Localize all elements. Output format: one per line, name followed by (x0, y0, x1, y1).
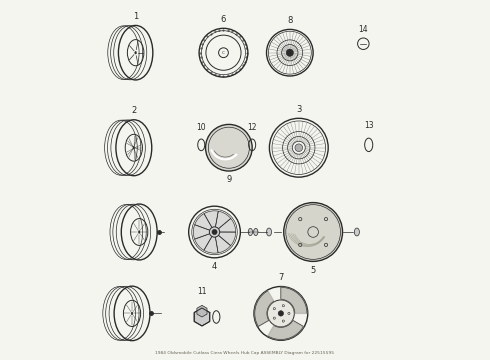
Circle shape (206, 35, 241, 70)
Text: 9: 9 (226, 175, 231, 184)
Ellipse shape (131, 312, 133, 315)
Ellipse shape (354, 228, 359, 236)
Text: 12: 12 (247, 123, 257, 132)
Ellipse shape (254, 228, 258, 235)
Polygon shape (215, 219, 236, 232)
Text: 6: 6 (221, 15, 226, 24)
Text: 5: 5 (311, 266, 316, 275)
Polygon shape (215, 232, 236, 246)
Ellipse shape (267, 228, 271, 236)
Text: 11: 11 (197, 287, 207, 296)
Ellipse shape (138, 231, 140, 233)
Text: 4: 4 (212, 262, 217, 271)
Circle shape (268, 300, 294, 327)
Ellipse shape (135, 51, 137, 54)
Text: 3: 3 (296, 105, 301, 114)
Polygon shape (204, 211, 218, 232)
Ellipse shape (133, 146, 135, 149)
Polygon shape (194, 308, 210, 326)
Polygon shape (255, 291, 274, 327)
Circle shape (284, 203, 343, 261)
Text: 10: 10 (196, 123, 206, 132)
Polygon shape (204, 232, 218, 253)
Text: 8: 8 (287, 16, 293, 25)
Text: 7: 7 (278, 273, 284, 282)
Circle shape (295, 144, 303, 152)
Circle shape (209, 227, 220, 237)
Circle shape (286, 49, 294, 57)
Polygon shape (197, 305, 207, 317)
Circle shape (205, 125, 252, 171)
Polygon shape (268, 320, 303, 339)
Circle shape (278, 311, 284, 316)
Text: 1984 Oldsmobile Cutlass Ciera Wheels Hub Cap ASSEMBLY Diagram for 22515595: 1984 Oldsmobile Cutlass Ciera Wheels Hub… (155, 351, 335, 355)
Ellipse shape (248, 228, 252, 235)
Polygon shape (215, 211, 231, 232)
Polygon shape (281, 287, 307, 314)
Circle shape (212, 229, 217, 235)
Polygon shape (215, 232, 231, 253)
Polygon shape (195, 214, 215, 232)
Polygon shape (195, 232, 215, 250)
Polygon shape (194, 225, 215, 239)
Text: 2: 2 (131, 107, 136, 116)
Text: C: C (222, 51, 225, 55)
Text: 14: 14 (359, 25, 368, 34)
Text: 1: 1 (133, 12, 138, 21)
Text: 13: 13 (364, 121, 373, 130)
